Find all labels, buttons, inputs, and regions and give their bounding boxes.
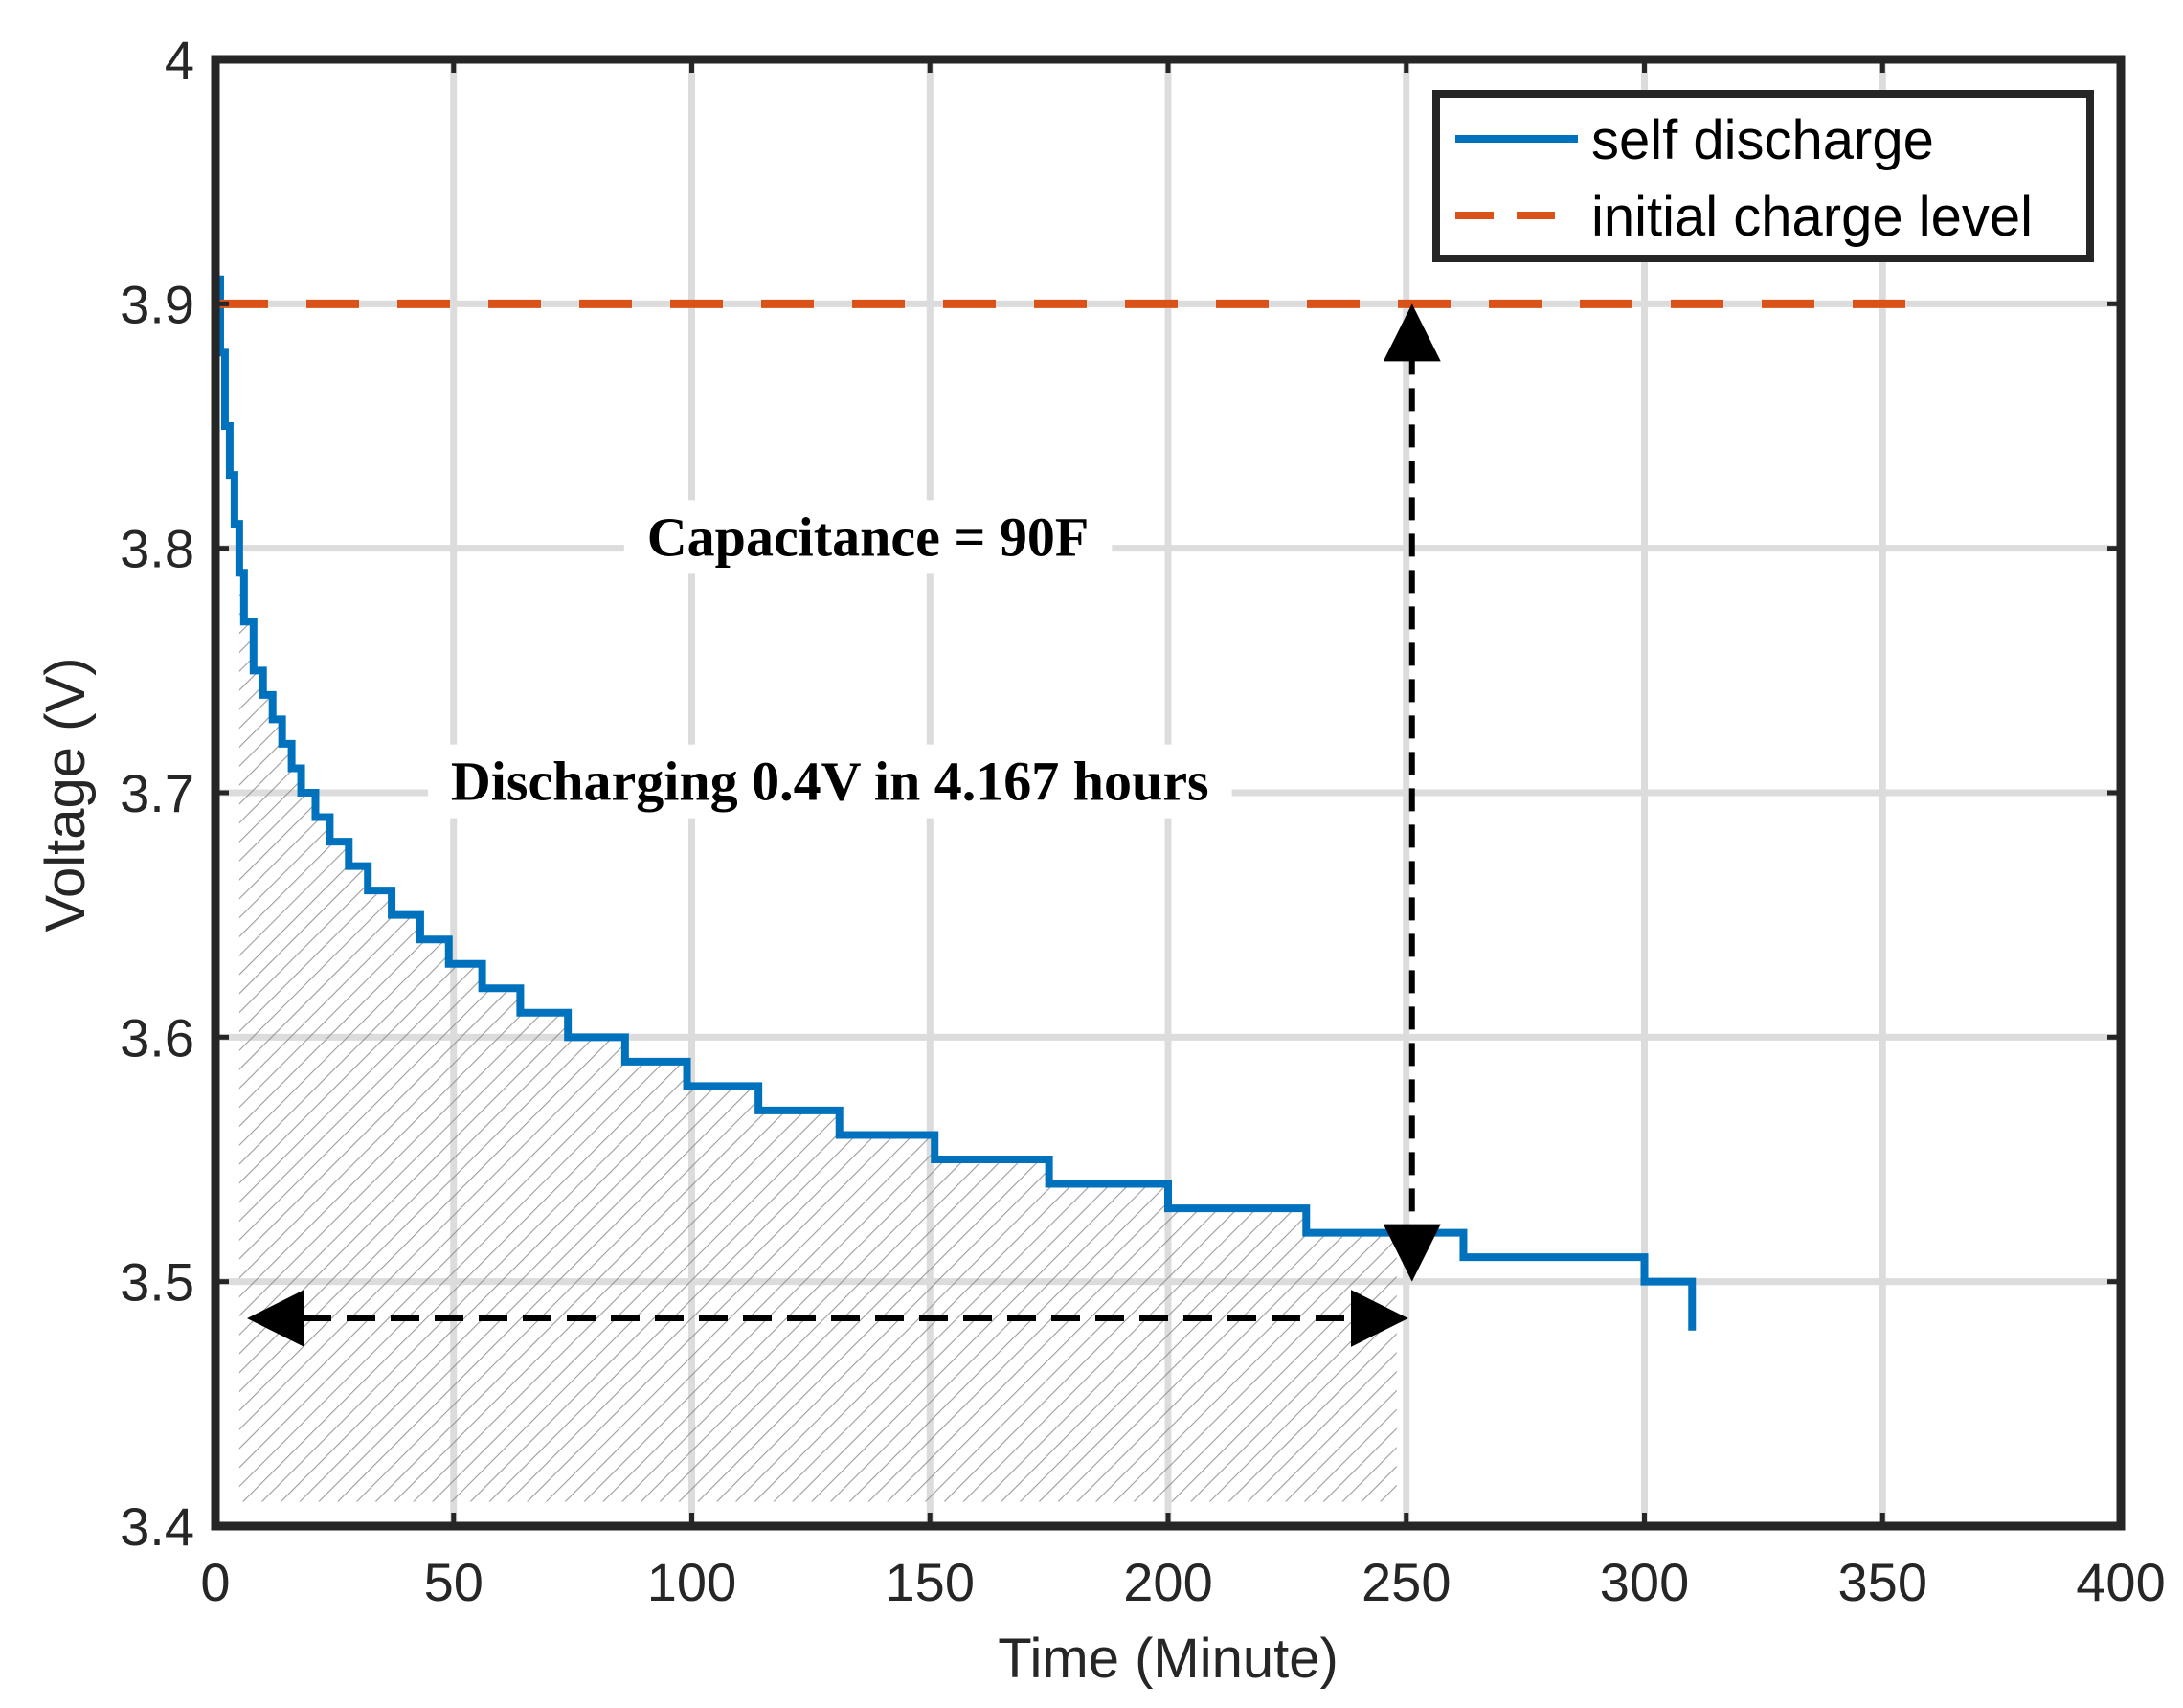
x-axis-label: Time (Minute): [998, 1628, 1339, 1690]
legend-label-initial-charge-level: initial charge level: [1591, 186, 2033, 248]
shaded-area: [238, 573, 1397, 1502]
legend-box: [1432, 90, 2094, 262]
x-tick-label: 300: [1600, 1552, 1689, 1612]
shaded-area-layer: [238, 573, 1397, 1502]
y-tick-label: 3.5: [120, 1252, 194, 1313]
x-tick-label: 400: [2076, 1552, 2165, 1612]
annotation-text: Discharging 0.4V in 4.167 hours: [451, 751, 1209, 813]
legend-label-self-discharge: self discharge: [1591, 109, 1934, 171]
y-tick-label: 3.7: [120, 763, 194, 823]
series-self-discharge: [215, 275, 1697, 1331]
y-axis-label: Voltage (V): [34, 658, 97, 933]
annotation-background: [623, 500, 1113, 574]
tick-labels: 0 50 100 150 200 250 300 350 400 3.4 3.5 3.6 3.7 3.8 3…: [120, 30, 2166, 1612]
annotation-1: Discharging 0.4V in 4.167 hours: [427, 744, 1232, 819]
axes-frame: [211, 55, 2126, 1531]
legend: self discharge initial charge level: [1432, 90, 2094, 262]
y-tick-label: 3.4: [120, 1496, 194, 1557]
x-tick-label: 150: [886, 1552, 975, 1612]
x-tick-label: 50: [424, 1552, 484, 1612]
annotation-layer: Capacitance = 90F Discharging 0.4V in 4.1…: [247, 303, 1441, 1347]
x-tick-label: 250: [1362, 1552, 1451, 1612]
y-tick-label: 3.8: [120, 519, 194, 579]
x-tick-label: 350: [1838, 1552, 1927, 1612]
series-layer: [214, 275, 1930, 1331]
x-tick-label: 200: [1123, 1552, 1212, 1612]
y-tick-label: 4: [165, 30, 194, 90]
x-tick-label: 0: [200, 1552, 230, 1612]
x-tick-label: 100: [647, 1552, 736, 1612]
annotation-0: Capacitance = 90F: [623, 500, 1113, 574]
annotation-text: Capacitance = 90F: [647, 506, 1090, 568]
annotation-background: [427, 744, 1232, 819]
plot-frame: [211, 55, 2126, 1531]
y-tick-label: 3.6: [120, 1007, 194, 1068]
y-tick-label: 3.9: [120, 274, 194, 334]
